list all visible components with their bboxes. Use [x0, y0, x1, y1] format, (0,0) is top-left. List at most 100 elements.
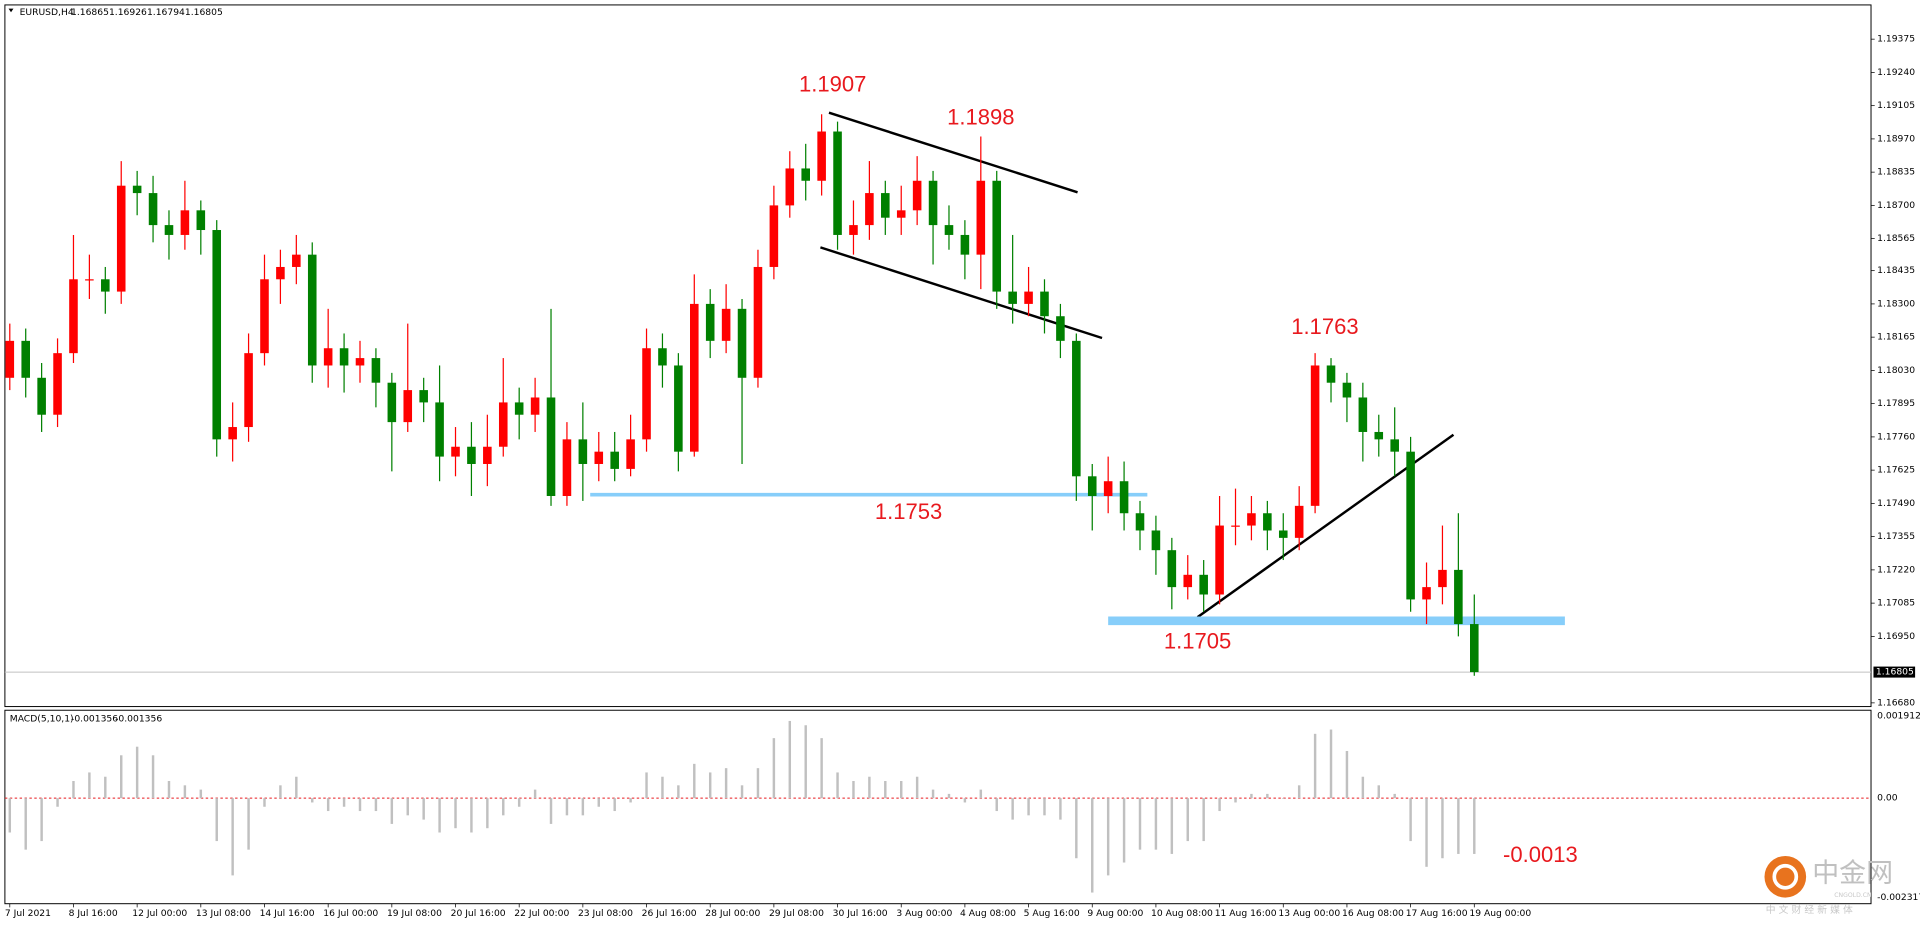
candle-body	[705, 303, 715, 341]
macd-bar	[342, 798, 346, 807]
candle-body	[1008, 291, 1017, 304]
candle-body	[960, 234, 970, 255]
candle-body	[610, 451, 619, 469]
candle-body	[1422, 587, 1431, 600]
candle-body	[355, 358, 365, 366]
y-tick-label: 1.18300	[1877, 298, 1915, 309]
macd-bar	[533, 789, 537, 799]
candle-body	[1454, 569, 1463, 625]
macd-bar	[915, 776, 919, 799]
candle-body	[21, 340, 30, 378]
macd-bar	[1266, 793, 1269, 799]
candle-body	[276, 266, 285, 280]
candle-body	[1470, 624, 1479, 673]
candle-body	[785, 168, 795, 206]
macd-bar	[1138, 798, 1142, 850]
watermark-site: CNGOLD.CN	[1834, 892, 1871, 899]
candle-body	[1390, 439, 1399, 452]
candle-body	[196, 210, 206, 231]
y-tick-label: 1.18970	[1877, 133, 1915, 144]
candle-body	[881, 193, 890, 218]
candle-body	[37, 377, 46, 415]
macd-bar	[1361, 776, 1365, 799]
watermark-slogan: 中 文 财 经 新 媒 体	[1766, 903, 1853, 916]
macd-bar	[1186, 798, 1189, 842]
annotation: 1.1898	[947, 105, 1014, 130]
candle-body	[307, 254, 317, 366]
candle-body	[1342, 382, 1352, 398]
candle-body	[769, 205, 779, 267]
x-tick-label: 3 Aug 00:00	[896, 908, 952, 919]
x-tick-label: 8 Jul 16:00	[69, 908, 118, 919]
macd-bar	[852, 781, 855, 799]
y-tick-label: 1.18565	[1877, 233, 1915, 244]
macd-bar	[979, 789, 983, 799]
x-tick-label: 19 Aug 00:00	[1469, 908, 1531, 919]
candle-body	[1135, 513, 1145, 531]
x-tick-label: 10 Aug 08:00	[1151, 908, 1213, 919]
macd-bar	[1059, 798, 1062, 820]
y-tick-label: 1.16950	[1877, 631, 1915, 642]
trend-line	[820, 246, 1103, 340]
candle-body	[1294, 505, 1304, 538]
candle-body	[498, 402, 508, 447]
macd-bar	[104, 776, 107, 799]
macd-bar	[24, 798, 27, 850]
macd-bar	[1425, 798, 1428, 867]
x-tick-label: 13 Aug 00:00	[1278, 908, 1340, 919]
macd-tick-label: 0.001912	[1877, 711, 1920, 722]
candle-body	[339, 348, 349, 366]
candle-body	[594, 451, 604, 464]
candle-body	[992, 180, 1002, 292]
candle-body	[721, 308, 731, 341]
macd-bar	[1091, 798, 1094, 893]
annotation: -0.0013	[1503, 842, 1578, 867]
candle-body	[562, 439, 572, 496]
last-price-box	[1873, 666, 1916, 678]
candle-body	[101, 279, 110, 292]
x-tick-label: 16 Jul 00:00	[323, 908, 378, 919]
macd-bar	[135, 746, 139, 799]
macd-bar	[884, 781, 887, 799]
macd-bar	[1170, 798, 1174, 854]
macd-bar	[263, 798, 266, 807]
macd-bar	[549, 798, 553, 824]
y-tick-label: 1.18700	[1877, 200, 1915, 211]
candle-body	[260, 279, 269, 354]
candle-body	[403, 390, 413, 423]
candle-body	[849, 225, 858, 235]
candle-body	[1278, 530, 1288, 538]
candle-body	[1183, 574, 1193, 588]
macd-bar	[1441, 798, 1444, 859]
macd-bar	[295, 776, 298, 799]
header-value: 1.16926	[109, 7, 147, 18]
macd-reading: -0.001356	[71, 713, 118, 724]
macd-bar	[740, 785, 744, 799]
macd-bar	[1313, 733, 1317, 799]
candle-body	[674, 365, 683, 452]
candle-body	[801, 168, 810, 181]
header-value: 1.16805	[185, 7, 223, 18]
candle-body	[1167, 550, 1177, 588]
annotation: 1.1907	[799, 72, 866, 97]
y-tick-label: 1.17490	[1877, 498, 1915, 509]
macd-bar	[645, 772, 648, 799]
macd-bar	[1218, 798, 1221, 812]
y-tick-label: 1.18835	[1877, 167, 1915, 178]
macd-bar	[88, 772, 91, 799]
x-tick-label: 9 Aug 00:00	[1087, 908, 1143, 919]
candle-body	[753, 266, 763, 378]
annotation: 1.1705	[1164, 629, 1231, 654]
macd-bar	[1457, 798, 1460, 854]
candle-body	[292, 254, 301, 267]
macd-bar	[199, 789, 203, 799]
macd-bar	[931, 789, 935, 799]
macd-bar	[1473, 798, 1476, 854]
macd-bar	[72, 781, 75, 799]
y-tick-label: 1.17085	[1877, 598, 1915, 609]
candle-body	[1087, 476, 1097, 496]
macd-bar	[613, 798, 616, 812]
x-tick-label: 4 Aug 08:00	[960, 908, 1016, 919]
macd-bar	[1250, 793, 1253, 799]
